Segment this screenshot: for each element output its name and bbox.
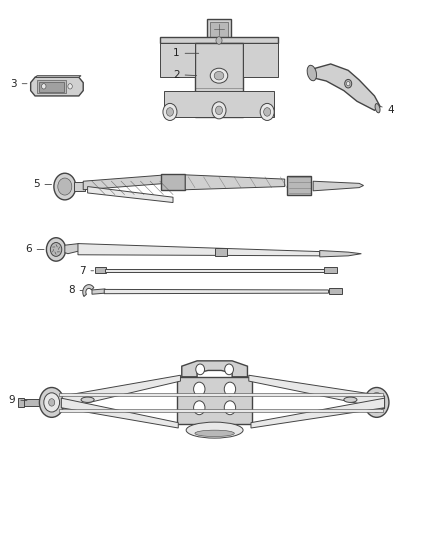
Polygon shape: [185, 175, 285, 190]
Text: 9: 9: [9, 395, 27, 405]
Polygon shape: [105, 269, 324, 272]
Polygon shape: [74, 182, 85, 191]
Circle shape: [224, 382, 236, 396]
Circle shape: [50, 243, 62, 256]
Circle shape: [224, 401, 236, 415]
Text: 1: 1: [173, 49, 199, 58]
Circle shape: [194, 401, 205, 415]
Circle shape: [49, 399, 55, 406]
Ellipse shape: [210, 68, 228, 83]
Polygon shape: [243, 43, 278, 77]
Ellipse shape: [81, 397, 94, 402]
Circle shape: [264, 108, 271, 116]
Circle shape: [68, 84, 72, 89]
Circle shape: [166, 108, 173, 116]
Polygon shape: [251, 398, 385, 428]
Ellipse shape: [195, 430, 234, 437]
Polygon shape: [177, 377, 252, 424]
Polygon shape: [78, 244, 320, 256]
Polygon shape: [59, 393, 383, 396]
Circle shape: [346, 82, 350, 86]
Circle shape: [54, 173, 76, 200]
Circle shape: [225, 364, 233, 375]
FancyBboxPatch shape: [209, 22, 229, 37]
Polygon shape: [182, 361, 247, 377]
Polygon shape: [59, 409, 383, 412]
Polygon shape: [309, 64, 380, 110]
Ellipse shape: [186, 422, 243, 438]
Ellipse shape: [375, 103, 380, 113]
Circle shape: [364, 387, 389, 417]
FancyBboxPatch shape: [328, 288, 342, 294]
Polygon shape: [31, 77, 83, 96]
Circle shape: [212, 102, 226, 119]
Polygon shape: [249, 375, 385, 409]
Ellipse shape: [344, 397, 357, 402]
Polygon shape: [160, 37, 278, 43]
FancyBboxPatch shape: [287, 176, 311, 195]
Ellipse shape: [307, 65, 317, 81]
Circle shape: [196, 364, 205, 375]
FancyBboxPatch shape: [324, 267, 337, 273]
Circle shape: [163, 103, 177, 120]
Circle shape: [58, 178, 72, 195]
Text: 4: 4: [381, 106, 394, 115]
Text: 5: 5: [33, 180, 52, 189]
Circle shape: [39, 387, 64, 417]
Circle shape: [215, 106, 223, 115]
FancyBboxPatch shape: [18, 398, 24, 407]
Text: 6: 6: [25, 245, 44, 254]
Polygon shape: [92, 289, 105, 294]
Text: 2: 2: [173, 70, 197, 79]
Circle shape: [216, 37, 222, 44]
Circle shape: [42, 84, 46, 89]
Circle shape: [345, 79, 352, 88]
Polygon shape: [164, 91, 274, 117]
Polygon shape: [61, 398, 178, 428]
Polygon shape: [88, 187, 173, 203]
Polygon shape: [320, 251, 361, 257]
Polygon shape: [65, 244, 81, 254]
FancyBboxPatch shape: [207, 19, 231, 40]
Circle shape: [260, 103, 274, 120]
FancyBboxPatch shape: [215, 248, 227, 256]
Circle shape: [46, 238, 66, 261]
Ellipse shape: [214, 71, 224, 80]
FancyBboxPatch shape: [95, 266, 106, 273]
Polygon shape: [83, 175, 166, 190]
Text: 7: 7: [79, 266, 94, 276]
Polygon shape: [83, 285, 94, 296]
Polygon shape: [160, 43, 195, 77]
Circle shape: [374, 399, 380, 406]
Polygon shape: [39, 82, 64, 92]
Polygon shape: [23, 399, 44, 406]
Polygon shape: [37, 80, 66, 93]
Polygon shape: [35, 76, 81, 77]
Polygon shape: [313, 181, 364, 191]
Polygon shape: [104, 289, 328, 294]
Circle shape: [369, 393, 385, 412]
FancyBboxPatch shape: [161, 174, 185, 190]
Polygon shape: [195, 43, 243, 117]
Polygon shape: [62, 375, 180, 409]
Text: 8: 8: [68, 286, 83, 295]
Circle shape: [44, 393, 60, 412]
Text: 3: 3: [10, 79, 27, 88]
Circle shape: [194, 382, 205, 396]
